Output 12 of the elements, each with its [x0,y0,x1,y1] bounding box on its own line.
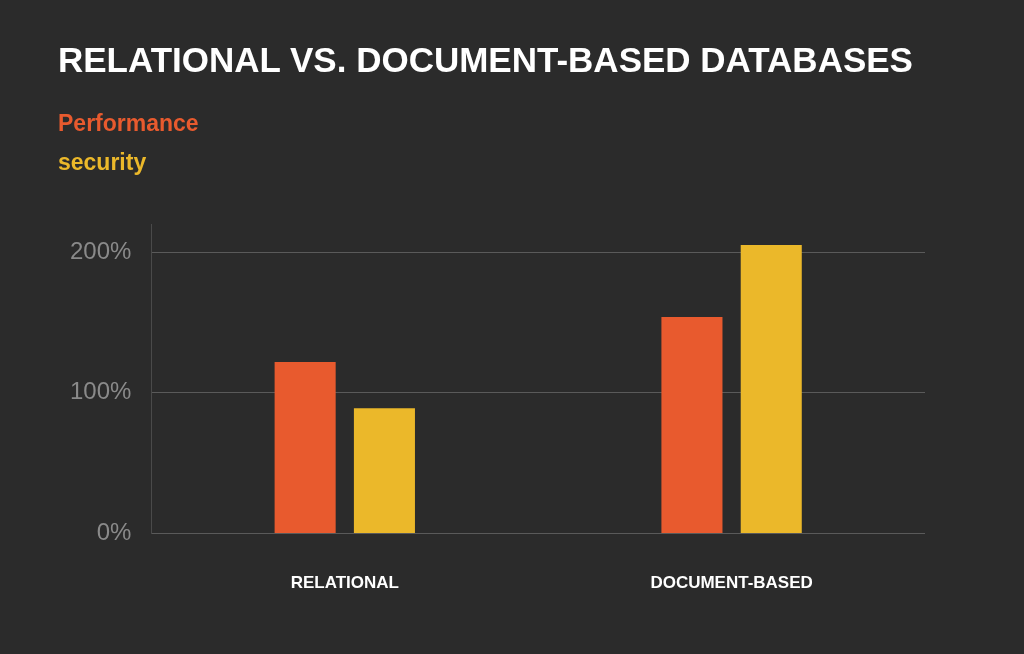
x-tick-label: RELATIONAL [290,573,399,593]
chart-title: RELATIONAL VS. DOCUMENT-BASED DATABASES [58,40,913,80]
text: security [58,149,148,176]
y-tick-label: 0% [96,518,132,546]
bar [274,361,336,534]
bar [661,316,723,534]
bar [740,245,802,534]
y-tick-label: 100% [69,377,132,405]
text: Performance [58,110,199,137]
y-tick-label: 200% [69,236,132,264]
x-tick-label: DOCUMENT-BASED [650,573,813,593]
bar [353,408,415,534]
